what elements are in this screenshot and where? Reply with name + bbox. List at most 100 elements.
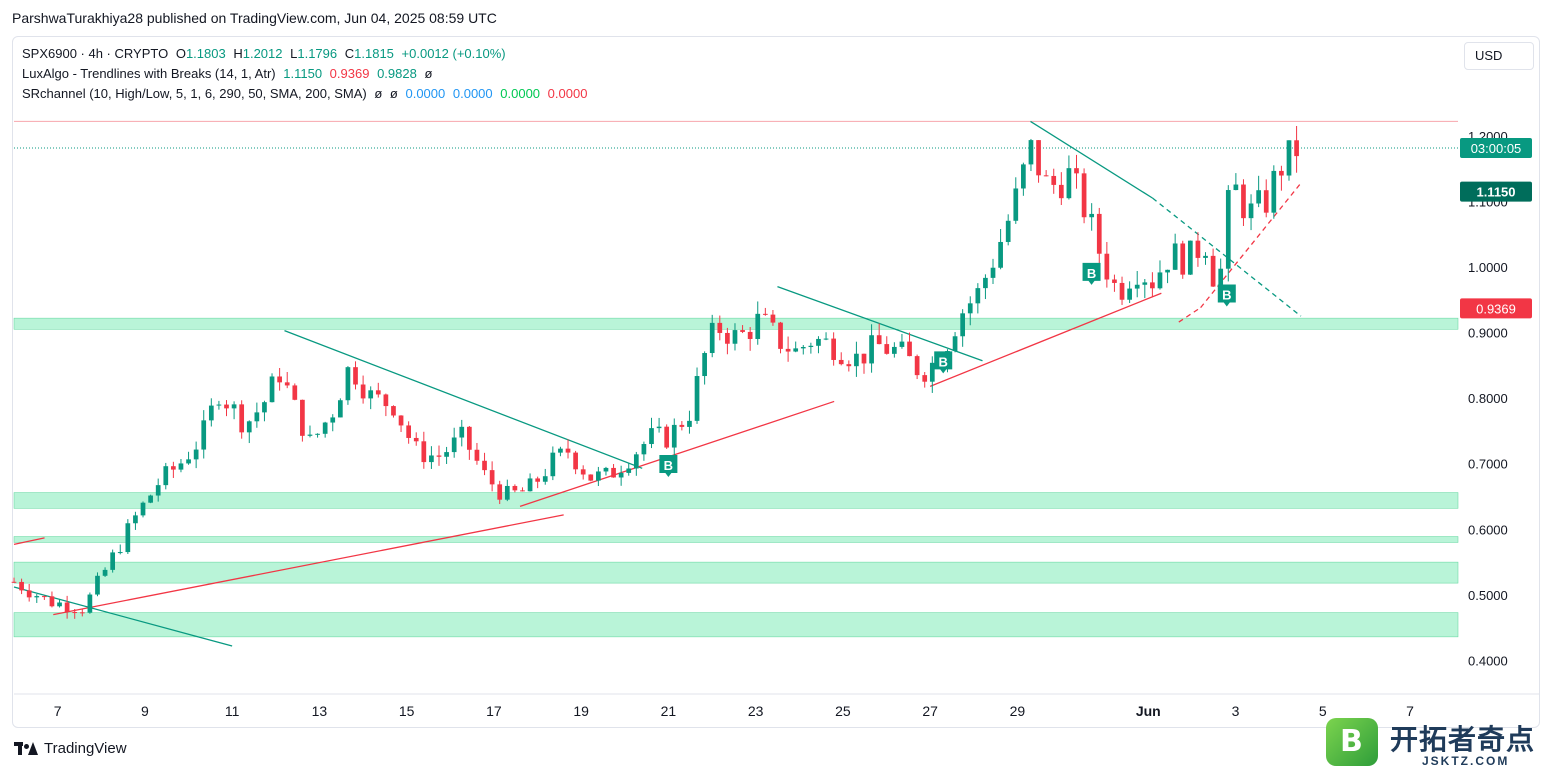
- tradingview-logo-icon: [14, 741, 38, 756]
- candle-body: [709, 322, 715, 354]
- candle-body: [1142, 282, 1148, 285]
- candle-body: [785, 348, 791, 352]
- candle-body: [497, 484, 503, 500]
- x-tick-label: 21: [661, 703, 677, 719]
- candle-body: [1150, 282, 1155, 289]
- candle-body: [19, 581, 24, 591]
- watermark: B 开拓者奇点 JSKTZ.COM: [1326, 716, 1546, 770]
- candle-body: [1021, 164, 1026, 189]
- candle-body: [345, 367, 351, 401]
- candle-body: [353, 367, 358, 385]
- candle-body: [208, 405, 214, 421]
- candle-body: [368, 390, 374, 399]
- candle-body: [1157, 272, 1163, 289]
- x-tick-label: 15: [399, 703, 415, 719]
- lower-trendline-tag-box: [1460, 298, 1532, 319]
- candle-body: [413, 437, 419, 442]
- candle-body: [178, 463, 184, 470]
- candle-body: [133, 515, 138, 524]
- candle-body: [1203, 255, 1208, 258]
- candle-body: [391, 406, 396, 416]
- candle-body: [322, 422, 328, 434]
- candle-body: [899, 341, 905, 347]
- uptrend-line: [53, 514, 564, 616]
- candle-body: [512, 485, 518, 491]
- candle-body: [42, 596, 47, 598]
- x-tick-label: 7: [1406, 703, 1414, 719]
- candle-body: [778, 322, 783, 349]
- indicator-value: 0.0000: [405, 86, 446, 101]
- sr-zone: [13, 317, 1459, 330]
- ohlc-o: 1.1803: [185, 46, 226, 61]
- candle-body: [64, 602, 70, 613]
- candle-body: [1218, 268, 1224, 287]
- candle-body: [687, 420, 692, 427]
- publish-caption: ParshwaTurakhiya28 published on TradingV…: [12, 10, 497, 26]
- candle-body: [406, 425, 411, 438]
- uptrend-line: [1178, 307, 1201, 323]
- watermark-logo-icon: B: [1326, 718, 1378, 766]
- candle-body: [1225, 190, 1231, 269]
- candle-body: [808, 345, 814, 348]
- candle-body: [26, 590, 32, 598]
- candle-body: [740, 330, 745, 332]
- candle-body: [239, 404, 245, 433]
- candle-body: [717, 322, 723, 333]
- candle-body: [1248, 203, 1254, 219]
- candle-body: [34, 596, 40, 598]
- candle-body: [907, 341, 912, 357]
- candle-body: [315, 433, 320, 435]
- sr-zone: [13, 492, 1459, 509]
- candle-body: [990, 267, 996, 278]
- tradingview-logo[interactable]: TradingView: [14, 740, 127, 757]
- candle-body: [216, 404, 222, 406]
- sr-zones: [13, 317, 1459, 638]
- candle-body: [596, 471, 601, 481]
- candle-body: [1028, 140, 1034, 165]
- candle-body: [929, 362, 935, 382]
- symbol-label: SPX6900 · 4h · CRYPTO: [22, 46, 169, 61]
- candle-body: [603, 467, 609, 472]
- last-price-tag-box: [1460, 137, 1532, 158]
- candle-body: [1271, 170, 1277, 213]
- ohlc-o-label: O: [175, 46, 186, 61]
- candle-body: [876, 335, 882, 345]
- x-tick-label: 27: [922, 703, 938, 719]
- candle-body: [117, 552, 123, 554]
- candle-body: [148, 495, 153, 503]
- candle-body: [967, 303, 973, 314]
- candle-body: [542, 476, 548, 482]
- indicator-value: 0.0000: [547, 86, 588, 101]
- currency-button[interactable]: USD: [1464, 42, 1534, 70]
- buy-signal-label: B: [939, 354, 948, 369]
- candle-body: [398, 415, 404, 426]
- candle-body: [193, 449, 199, 460]
- x-tick-label: 23: [748, 703, 764, 719]
- indicator-value: ø: [389, 86, 398, 101]
- candle-body: [79, 612, 85, 614]
- indicator-name: SRchannel (10, High/Low, 5, 1, 6, 290, 5…: [22, 86, 367, 101]
- downtrend-line: [284, 329, 643, 469]
- candle-body: [140, 502, 146, 516]
- buy-signal-label: B: [1087, 266, 1096, 281]
- candle-body: [565, 448, 571, 453]
- legend-indicator-luxalgo[interactable]: LuxAlgo - Trendlines with Breaks (14, 1,…: [22, 64, 591, 84]
- candle-body: [983, 277, 988, 289]
- downtrend-line: [1030, 120, 1153, 199]
- candle-body: [444, 452, 449, 457]
- watermark-url: JSKTZ.COM: [1422, 754, 1510, 768]
- candle-body: [284, 382, 290, 386]
- candle-body: [1256, 190, 1261, 204]
- legend-symbol-row[interactable]: SPX6900 · 4h · CRYPTO O1.1803 H1.2012 L1…: [22, 44, 591, 64]
- candle-body: [375, 390, 381, 395]
- candle-body: [671, 424, 677, 448]
- candle-body: [87, 594, 93, 613]
- candle-body: [998, 241, 1003, 268]
- y-tick-label: 1.0000: [1468, 260, 1508, 275]
- ohlc-h: 1.2012: [242, 46, 283, 61]
- candle-body: [527, 478, 533, 492]
- candle-body: [1263, 190, 1269, 213]
- candle-body: [1104, 253, 1110, 280]
- legend-indicator-srchannel[interactable]: SRchannel (10, High/Low, 5, 1, 6, 290, 5…: [22, 84, 591, 104]
